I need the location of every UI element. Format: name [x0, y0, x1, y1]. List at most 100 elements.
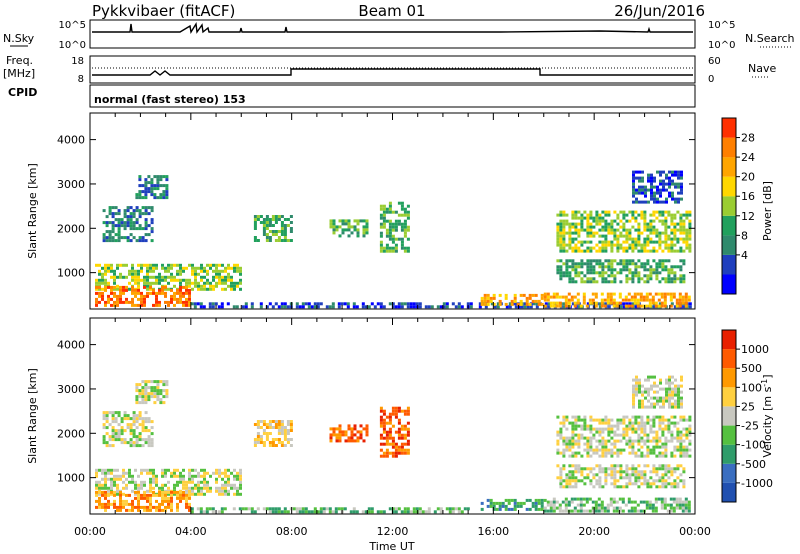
- velocity-echo-cell: [412, 507, 416, 511]
- velocity-echo-cell: [445, 507, 449, 511]
- power-echo-cell: [307, 302, 311, 306]
- power-echo-cell: [589, 234, 593, 238]
- power-echo-cell: [110, 297, 113, 301]
- velocity-echo-cell: [673, 454, 677, 458]
- power-echo-cell: [209, 266, 212, 270]
- nsearch-tick-bottom: 10^0: [708, 40, 735, 51]
- power-echo-cell: [651, 298, 655, 302]
- velocity-echo-cell: [631, 451, 635, 455]
- power-echo-cell: [224, 266, 227, 270]
- power-echo-cell: [104, 266, 107, 270]
- velocity-echo-cell: [132, 432, 136, 436]
- velocity-echo-cell: [576, 509, 580, 513]
- velocity-echo-cell: [224, 483, 227, 487]
- velocity-echo-cell: [574, 454, 578, 458]
- power-echo-cell: [652, 231, 656, 235]
- power-echo-cell: [574, 246, 578, 250]
- power-echo-cell: [301, 305, 305, 309]
- power-echo-cell: [573, 295, 577, 299]
- power-echo-cell: [388, 237, 392, 241]
- velocity-echo-cell: [625, 470, 629, 474]
- velocity-echo-cell: [647, 387, 650, 391]
- velocity-echo-cell: [350, 433, 354, 437]
- power-echo-cell: [673, 243, 677, 247]
- power-echo-cell: [129, 221, 133, 225]
- cpid-label: CPID: [8, 86, 37, 99]
- power-echo-cell: [663, 304, 667, 308]
- velocity-echo-cell: [586, 448, 590, 452]
- velocity-echo-cell: [664, 482, 668, 486]
- velocity-echo-cell: [224, 471, 227, 475]
- velocity-echo-cell: [673, 424, 677, 428]
- power-echo-cell: [385, 249, 389, 253]
- power-echo-cell: [209, 287, 212, 291]
- power-echo-cell: [156, 184, 160, 188]
- power-echo-cell: [667, 225, 671, 229]
- power-echo-cell: [341, 219, 345, 223]
- velocity-echo-cell: [182, 483, 185, 487]
- velocity-echo-cell: [113, 477, 116, 481]
- power-echo-cell: [146, 269, 149, 273]
- velocity-echo-cell: [108, 423, 112, 427]
- power-echo-cell: [230, 281, 233, 285]
- power-echo-cell: [631, 259, 635, 263]
- power-echo-cell: [338, 234, 342, 238]
- power-echo-cell: [685, 210, 689, 214]
- velocity-echo-cell: [677, 387, 680, 391]
- power-echo-cell: [212, 269, 215, 273]
- power-echo-cell: [592, 231, 596, 235]
- velocity-echo-cell: [685, 436, 689, 440]
- power-echo-cell: [155, 281, 158, 285]
- velocity-echo-cell: [388, 451, 392, 455]
- power-echo-cell: [661, 277, 665, 281]
- velocity-echo-cell: [559, 451, 563, 455]
- velocity-echo-cell: [522, 501, 526, 505]
- velocity-echo-cell: [688, 430, 692, 434]
- power-echo-cell: [185, 297, 188, 301]
- velocity-echo-cell: [676, 421, 680, 425]
- power-echo-cell: [677, 182, 680, 186]
- velocity-echo-cell: [286, 510, 290, 514]
- velocity-echo-cell: [379, 424, 383, 428]
- velocity-echo-cell: [659, 381, 662, 385]
- velocity-echo-cell: [167, 496, 170, 500]
- power-echo-cell: [514, 305, 518, 309]
- power-echo-cell: [640, 277, 644, 281]
- velocity-echo-cell: [540, 504, 544, 508]
- power-echo-cell: [682, 240, 686, 244]
- velocity-echo-cell: [123, 438, 127, 442]
- velocity-echo-cell: [598, 439, 602, 443]
- velocity-echo-cell: [132, 444, 136, 448]
- power-echo-cell: [673, 274, 677, 278]
- power-echo-cell: [406, 302, 410, 306]
- power-echo-cell: [558, 295, 562, 299]
- velocity-echo-cell: [644, 378, 647, 382]
- power-echo-cell: [658, 259, 662, 263]
- velocity-echo-cell: [632, 390, 635, 394]
- velocity-echo-cell: [394, 507, 398, 511]
- velocity-echo-cell: [167, 505, 170, 509]
- velocity-echo-cell: [633, 500, 637, 504]
- velocity-echo-cell: [643, 430, 647, 434]
- velocity-echo-cell: [571, 451, 575, 455]
- power-echo-cell: [498, 302, 502, 306]
- power-echo-cell: [574, 213, 578, 217]
- velocity-echo-cell: [182, 477, 185, 481]
- power-echo-cell: [167, 266, 170, 270]
- power-echo-cell: [152, 281, 155, 285]
- velocity-echo-cell: [280, 441, 284, 444]
- power-echo-cell: [131, 278, 134, 282]
- power-echo-cell: [114, 212, 118, 216]
- power-echo-cell: [162, 175, 166, 179]
- power-echo-cell: [670, 265, 674, 269]
- velocity-echo-cell: [666, 509, 670, 513]
- power-echo-cell: [671, 179, 674, 183]
- velocity-echo-cell: [140, 493, 143, 497]
- power-echo-cell: [179, 278, 182, 282]
- power-echo-cell: [682, 219, 686, 223]
- velocity-echo-cell: [277, 432, 281, 435]
- velocity-echo-cell: [98, 483, 101, 487]
- velocity-echo-cell: [664, 485, 668, 489]
- power-echo-cell: [603, 304, 607, 308]
- velocity-echo-cell: [102, 417, 106, 421]
